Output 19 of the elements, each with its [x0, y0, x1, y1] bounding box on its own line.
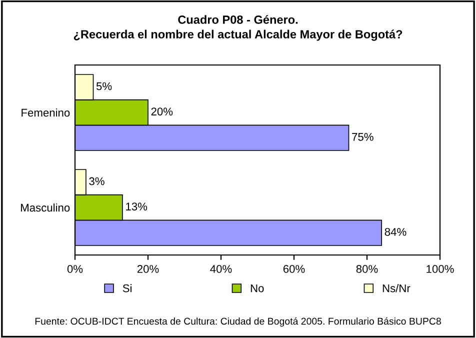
- legend-label: No: [250, 284, 264, 292]
- x-tick-label: 0%: [67, 265, 83, 273]
- source-note: Fuente: OCUB-IDCT Encuesta de Cultura: Ciudad de Bogotá 2005. Formulario Básico BUPC8: [35, 317, 441, 327]
- data-label: 84%: [384, 228, 406, 236]
- x-tick-label: 80%: [356, 265, 378, 273]
- data-label: 13%: [126, 202, 148, 210]
- x-tick-label: 100%: [426, 265, 454, 273]
- chart-title: Cuadro P08 - Género. ¿Recuerda el nombre del actual Alcalde Mayor de Bogotá?: [74, 15, 402, 41]
- y-tick-label: Femenino: [22, 108, 70, 117]
- data-label: 5%: [96, 82, 112, 90]
- data-label: 20%: [151, 108, 173, 116]
- x-tick-label: 40%: [210, 265, 232, 273]
- data-label: 75%: [352, 132, 374, 141]
- y-tick-label: Masculino: [21, 203, 70, 212]
- data-label: 3%: [89, 177, 104, 186]
- legend-label: Si: [122, 284, 132, 292]
- x-tick-label: 60%: [283, 265, 305, 273]
- legend-label: Ns/Nr: [382, 284, 410, 292]
- x-tick-label: 20%: [137, 265, 159, 273]
